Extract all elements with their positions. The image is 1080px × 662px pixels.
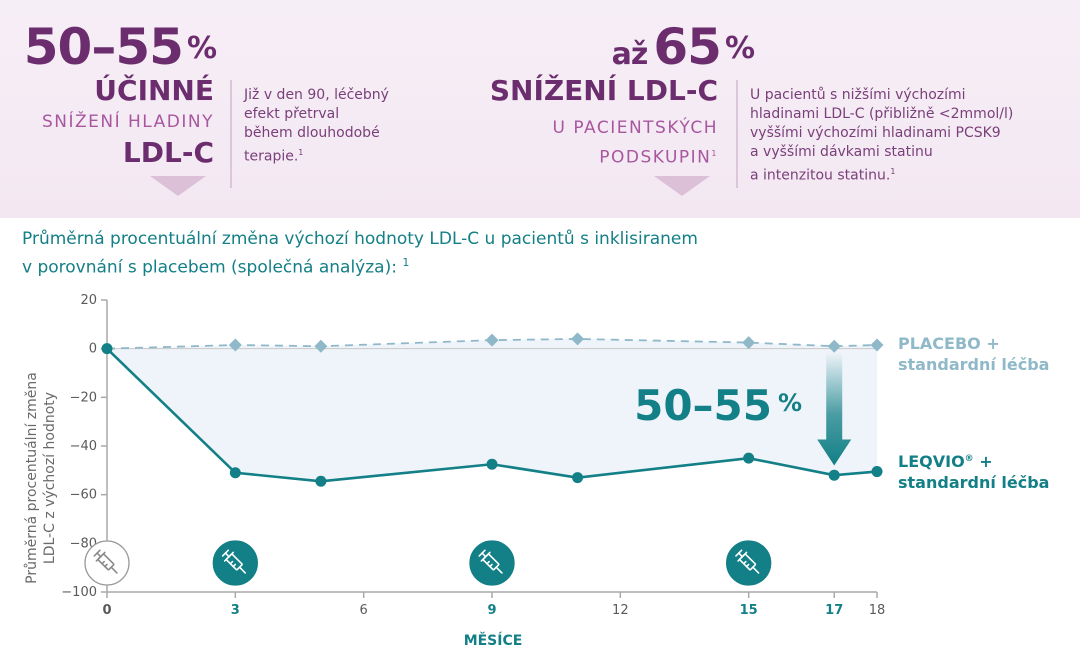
y-tick-label: −20 <box>70 390 97 405</box>
y-tick-label: −40 <box>70 439 97 454</box>
syringe-shape <box>735 549 760 574</box>
syringe-shape <box>93 549 118 574</box>
leqvio-point <box>828 469 840 481</box>
injection-circle <box>212 540 258 586</box>
placebo-point <box>571 332 585 346</box>
leqvio-point <box>572 472 584 484</box>
placebo-point <box>827 339 841 353</box>
right-divider <box>736 80 738 188</box>
right-subheadline: U PACIENTSKÝCH <box>552 118 718 138</box>
reduction-arrow <box>817 352 852 466</box>
placebo-point <box>742 336 756 350</box>
x-axis-label: MĚSÍCE <box>464 632 523 649</box>
syringe-icon <box>84 540 130 586</box>
y-axis-label-line2: LDL-C z výchozí hodnoty <box>42 392 58 564</box>
syringe-mark <box>489 563 493 568</box>
difference-area <box>107 338 877 482</box>
left-headline: ÚČINNÉ <box>94 74 214 107</box>
syringe-handle <box>93 549 101 557</box>
syringe-icon <box>212 540 258 586</box>
y-tick-label: −100 <box>61 585 97 600</box>
x-tick-label: 9 <box>487 603 496 618</box>
syringe-needle <box>495 566 503 574</box>
syringe-shape <box>478 549 503 574</box>
syringe-mark <box>104 563 108 568</box>
right-headline: SNÍŽENÍ LDL-C <box>489 74 718 107</box>
x-tick-label: 15 <box>740 603 758 618</box>
injection-circle <box>84 540 130 586</box>
syringe-mark <box>229 560 234 565</box>
syringe-mark <box>486 560 490 565</box>
leqvio-series-label: LEQVIO® + standardní léčba <box>898 452 1049 492</box>
syringe-handle <box>478 549 486 557</box>
leqvio-point <box>229 467 241 479</box>
syringe-flange <box>480 551 491 562</box>
y-axis-label-line1: Průměrná procentuální změna <box>24 372 40 584</box>
x-tick-label: 18 <box>869 603 886 618</box>
syringe-icon <box>469 540 515 586</box>
x-tick-label: 3 <box>231 603 240 618</box>
placebo-line <box>106 338 878 350</box>
syringe-mark <box>232 563 237 568</box>
leqvio-point <box>743 452 755 464</box>
syringe-handle <box>221 549 230 557</box>
syringe-flange <box>95 551 106 562</box>
right-percentage-sign: % <box>724 31 755 66</box>
leqvio-point <box>101 343 113 355</box>
left-subheadline: SNÍŽENÍ HLADINY <box>41 112 214 132</box>
y-tick-label: 20 <box>80 293 97 308</box>
injection-circle <box>726 540 772 586</box>
syringe-needle <box>110 566 118 574</box>
x-tick-label: 17 <box>825 603 843 618</box>
reduction-annotation: 50–55 <box>634 381 772 430</box>
syringe-needle <box>238 566 247 574</box>
syringe-plunger <box>224 552 230 558</box>
leqvio-point <box>315 475 327 487</box>
y-tick-label: −60 <box>70 488 97 503</box>
y-tick-label: 0 <box>89 342 97 357</box>
x-tick-label: 6 <box>360 603 368 618</box>
syringe-plunger <box>96 552 102 558</box>
y-tick-label: −80 <box>70 536 97 551</box>
placebo-point <box>228 338 242 352</box>
x-tick-label: 0 <box>102 603 111 618</box>
right-percentage: až 65% <box>611 18 755 76</box>
right-note: U pacientů s nižšími výchozími hladinami… <box>750 87 1014 184</box>
left-divider <box>230 80 232 188</box>
syringe-shape <box>221 549 247 574</box>
syringe-mark <box>742 560 747 565</box>
placebo-series-label: PLACEBO + standardní léčba <box>898 334 1049 374</box>
syringe-plunger <box>481 552 487 558</box>
syringe-flange <box>223 551 235 562</box>
leqvio-point <box>486 458 498 470</box>
syringe-flange <box>737 551 748 562</box>
right-pointer-triangle <box>654 176 710 196</box>
left-pointer-triangle <box>150 176 206 196</box>
syringe-mark <box>101 560 105 565</box>
syringe-icon <box>726 540 772 586</box>
syringe-handle <box>735 549 743 557</box>
reduction-annotation-sign: % <box>778 389 802 417</box>
leqvio-point <box>871 466 883 478</box>
left-subheadline-ldl: LDL-C <box>122 136 214 169</box>
placebo-point <box>314 339 328 353</box>
chart-title: Průměrná procentuální změna výchozí hodn… <box>22 229 698 278</box>
left-percentage: 50–55% <box>23 18 217 76</box>
leqvio-line <box>106 347 878 483</box>
placebo-point <box>870 338 884 352</box>
syringe-plunger <box>737 552 744 558</box>
left-percentage-sign: % <box>186 31 217 66</box>
left-note: Již v den 90, léčebný efekt přetrval běh… <box>244 87 389 165</box>
placebo-point <box>485 333 499 347</box>
right-subheadline-2: PODSKUPIN1 <box>599 147 718 168</box>
syringe-needle <box>752 566 760 574</box>
syringe-mark <box>745 563 750 568</box>
injection-circle <box>469 540 515 586</box>
x-tick-label: 12 <box>612 603 629 618</box>
